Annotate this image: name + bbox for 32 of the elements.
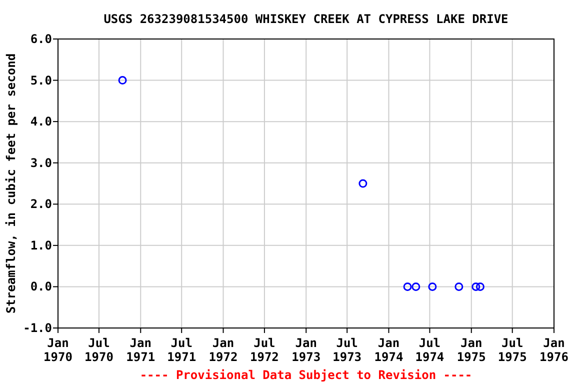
point [358, 179, 368, 188]
x-tick-label: Jan 1972 [208, 336, 238, 364]
point [403, 282, 412, 291]
x-tick-label: Jan 1973 [292, 336, 321, 364]
x-tick-label: Jan 1970 [44, 336, 72, 364]
chart-title: USGS 263239081534500 WHISKEY CREEK AT CYPRESS LAKE DRIVE [104, 12, 508, 26]
y-tick-label: 4.0 [30, 114, 52, 129]
y-tick-label: 6.0 [30, 32, 52, 46]
y-tick-label: 2.0 [30, 197, 52, 212]
point [118, 76, 127, 85]
x-tick-label: Jul 1975 [498, 336, 527, 364]
point [472, 282, 480, 291]
y-axis-title: Streamflow, in cubic feet per second [4, 53, 18, 314]
x-tick-label: Jan 1975 [456, 336, 486, 364]
text: ---- Provisional Data Subject to Revision ---- [140, 368, 472, 382]
point [412, 282, 420, 291]
x-tick-label: Jul 1972 [250, 336, 279, 364]
y-tick-label: 0.0 [30, 280, 52, 294]
x-tick-label: Jul 1971 [167, 336, 196, 364]
x-tick-label: Jan 1974 [374, 336, 404, 364]
point [476, 282, 484, 291]
x-tick-label: Jul 1974 [415, 336, 444, 364]
y-tick-label: 5.0 [30, 73, 52, 88]
y-tick-label: 1.0 [30, 238, 52, 252]
y-tick-label: 3.0 [30, 156, 52, 170]
x-tick-label: Jul 1973 [332, 336, 362, 364]
x-tick-label: Jul 1970 [84, 336, 114, 364]
point [428, 282, 437, 291]
x-tick-label: Jan 1971 [126, 336, 156, 364]
x-tick-label: Jan 1976 [540, 336, 568, 364]
point [454, 282, 464, 291]
y-tick-label: -1.0 [23, 321, 52, 335]
